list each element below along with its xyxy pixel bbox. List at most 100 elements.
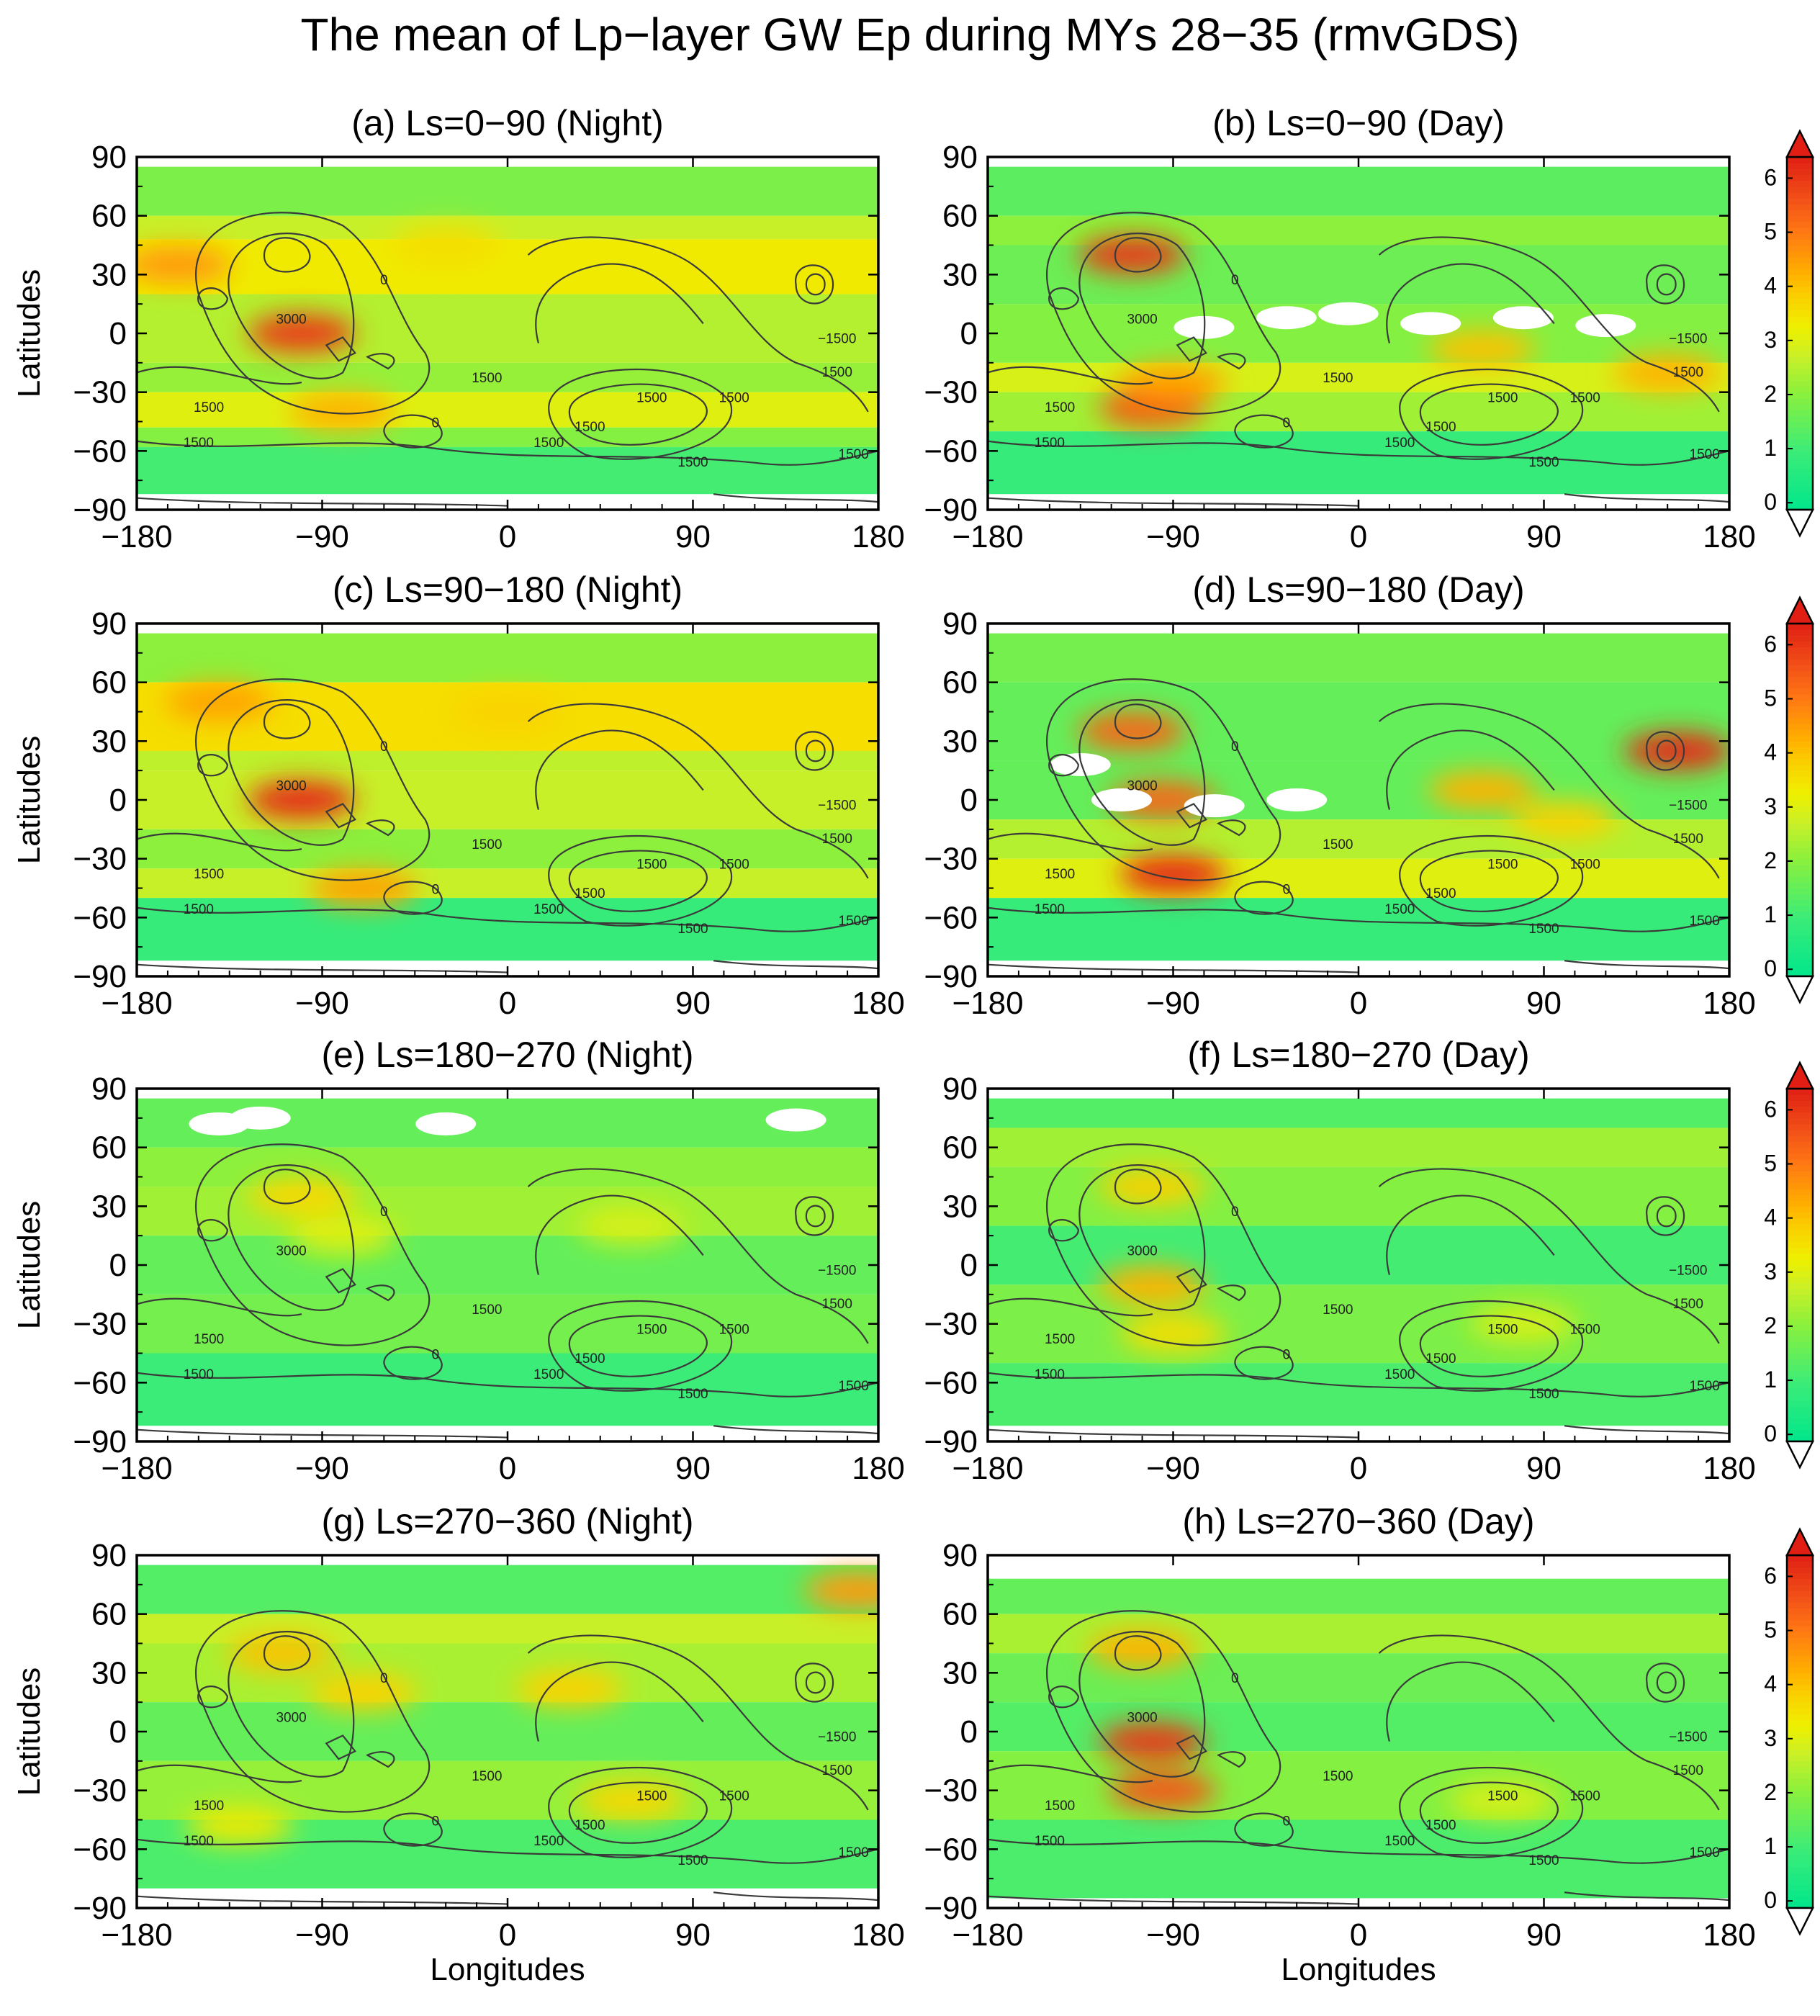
y-tick-label: 60 xyxy=(91,1597,127,1632)
ep-hotspot xyxy=(1098,1168,1207,1206)
y-tick-label: 30 xyxy=(91,1189,127,1224)
colorbar-step xyxy=(1787,806,1813,812)
topography-contour xyxy=(535,1194,704,1275)
topography-contour xyxy=(1114,1635,1162,1671)
colorbar-step xyxy=(1787,1655,1813,1662)
contour-label: 1500 xyxy=(1384,436,1415,451)
topography-contour xyxy=(1048,1219,1079,1242)
colorbar-step xyxy=(1787,1130,1813,1136)
colorbar-step xyxy=(1787,233,1813,240)
contour-label: 1500 xyxy=(1690,1845,1720,1860)
colorbar: 0123456GW Ep (J/kg⁻¹) xyxy=(1764,1527,1815,1936)
ep-band xyxy=(988,392,1729,432)
colorbar-step xyxy=(1787,1649,1813,1656)
contour-label: 1500 xyxy=(194,1799,224,1814)
contour-label: 1500 xyxy=(822,1297,852,1312)
colorbar-step xyxy=(1787,1323,1813,1331)
panel-h: (h) Ls=270−360 (Day)03000150015001500150… xyxy=(924,1501,1815,1987)
ep-band xyxy=(988,431,1729,495)
colorbar-step xyxy=(1787,1643,1813,1650)
colorbar-tick-label: 6 xyxy=(1764,1562,1777,1588)
ep-hotspot xyxy=(1078,236,1186,274)
topography-contour xyxy=(805,1205,826,1228)
ep-hotspot xyxy=(1119,1315,1227,1353)
colorbar-step xyxy=(1787,168,1813,176)
colorbar-step xyxy=(1787,1866,1813,1873)
ep-hotspot xyxy=(309,1673,418,1711)
colorbar-step xyxy=(1787,1732,1813,1738)
x-tick-label: −90 xyxy=(295,519,349,554)
contour-label: 0 xyxy=(1283,883,1291,898)
topography-contour xyxy=(805,739,826,762)
colorbar-step xyxy=(1787,315,1813,323)
contour-label: 1500 xyxy=(719,390,749,405)
topography-contour xyxy=(713,493,878,503)
colorbar-step xyxy=(1787,917,1813,924)
colorbar-step xyxy=(1787,1684,1813,1691)
panel-f: (f) Ls=180−270 (Day)03000150015001500150… xyxy=(924,1035,1815,1486)
topography-contour xyxy=(805,273,826,296)
colorbar-step xyxy=(1787,882,1813,889)
ep-band xyxy=(137,239,878,294)
ep-band xyxy=(137,392,878,428)
ep-band xyxy=(137,362,878,392)
colorbar-step xyxy=(1787,456,1813,464)
contour-label: 1500 xyxy=(719,857,749,872)
colorbar-step xyxy=(1787,1241,1813,1248)
colorbar-step xyxy=(1787,665,1813,671)
colorbar-step xyxy=(1787,1200,1813,1207)
panel-g: (g) Ls=270−360 (Night)030001500150015001… xyxy=(12,1501,905,1987)
topography-contour xyxy=(227,699,355,846)
contour-label: 1500 xyxy=(1528,455,1559,470)
topography-contour xyxy=(197,1219,228,1242)
colorbar-step xyxy=(1787,239,1813,246)
topography-contour xyxy=(137,366,302,385)
topography-contour xyxy=(548,1766,733,1858)
ep-hotspot xyxy=(515,1670,623,1708)
contour-label: 1500 xyxy=(194,1332,224,1347)
colorbar-step xyxy=(1787,1259,1813,1266)
colorbar-step xyxy=(1787,245,1813,252)
colorbar-step xyxy=(1787,1236,1813,1242)
colorbar-step xyxy=(1787,486,1813,493)
colorbar-step xyxy=(1787,180,1813,187)
colorbar-step xyxy=(1787,1808,1813,1814)
topography-contour xyxy=(1217,819,1246,837)
colorbar-tick-label: 0 xyxy=(1764,955,1777,981)
colorbar-tick-label: 0 xyxy=(1764,1421,1777,1446)
colorbar-tick-label: 1 xyxy=(1764,435,1777,461)
contour-label: 1500 xyxy=(839,914,869,929)
contour-label: 1500 xyxy=(1045,867,1075,882)
colorbar-step xyxy=(1787,935,1813,942)
contour-label: 1500 xyxy=(1425,420,1456,435)
y-tick-label: 60 xyxy=(942,1130,978,1166)
contour-label: 1500 xyxy=(1045,400,1075,415)
colorbar-step xyxy=(1787,817,1813,824)
colorbar-step xyxy=(1787,1212,1813,1219)
colorbar-step xyxy=(1787,1388,1813,1395)
topography-contours: 0 3000 1500 1500 1500 1500 1500 1500 1500 1500 −15… xyxy=(137,1610,878,1905)
topography-contour xyxy=(366,1751,395,1768)
colorbar-step xyxy=(1787,1336,1813,1342)
ep-hotspot xyxy=(227,1634,335,1673)
contour-label: 1500 xyxy=(533,436,564,451)
topography-contour xyxy=(805,1671,826,1694)
colorbar-step xyxy=(1787,700,1813,706)
y-axis-label: Latitudes xyxy=(12,1668,47,1796)
topography-contour xyxy=(137,832,302,852)
ep-field xyxy=(137,1555,878,1908)
y-tick-label: −30 xyxy=(924,842,978,877)
panel-b: (b) Ls=0−90 (Day)03000150015001500150015… xyxy=(924,103,1815,554)
contour-label: 1500 xyxy=(822,832,852,847)
contour-label: 1500 xyxy=(1425,1818,1456,1833)
topography-contour xyxy=(1656,739,1677,762)
colorbar-step xyxy=(1787,1271,1813,1277)
colorbar-step xyxy=(1787,647,1813,654)
topography-contour xyxy=(1378,236,1720,413)
x-tick-label: 90 xyxy=(1526,1917,1562,1953)
topography-contour xyxy=(1114,1169,1162,1205)
y-tick-label: −30 xyxy=(73,1307,127,1342)
colorbar-step xyxy=(1787,228,1813,234)
contour-label: 3000 xyxy=(276,1710,306,1725)
colorbar-tick-label: 0 xyxy=(1764,489,1777,515)
